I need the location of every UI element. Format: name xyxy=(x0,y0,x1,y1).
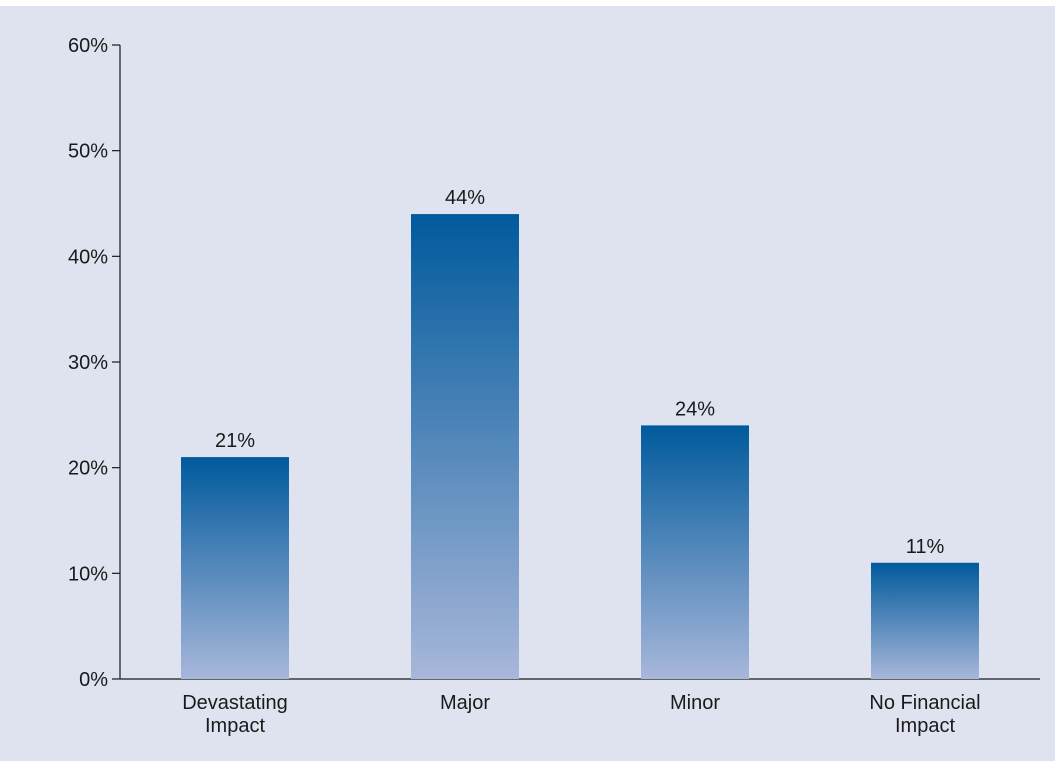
y-tick-label: 40% xyxy=(68,246,108,268)
bar xyxy=(871,562,979,679)
y-tick-label: 60% xyxy=(68,35,108,57)
data-label: 24% xyxy=(675,398,715,420)
data-label: 11% xyxy=(906,536,945,558)
category-label-line: Impact xyxy=(205,715,265,737)
category-label-line: No Financial xyxy=(869,692,980,714)
bar xyxy=(641,425,749,679)
y-tick-label: 0% xyxy=(79,669,108,691)
data-label: 44% xyxy=(445,187,485,209)
category-label: Devastating Impact xyxy=(182,692,288,737)
category-label: Major xyxy=(440,692,490,714)
y-axis: 0% 10% 20% 30% 40% 50% 60% xyxy=(68,35,121,691)
category-label-line: Major xyxy=(440,692,490,714)
category-label-line: Devastating xyxy=(182,692,288,714)
category-label: Minor xyxy=(670,692,720,714)
bar xyxy=(411,214,519,680)
data-labels: 21% 44% 24% 11% xyxy=(215,187,945,558)
bars xyxy=(181,214,979,680)
y-tick-label: 10% xyxy=(68,563,108,585)
y-tick-label: 30% xyxy=(68,352,108,374)
bar xyxy=(181,457,289,679)
category-label: No Financial Impact xyxy=(869,692,980,737)
data-label: 21% xyxy=(215,430,255,452)
y-tick-label: 20% xyxy=(68,458,108,480)
y-tick-label: 50% xyxy=(68,141,108,163)
category-label-line: Minor xyxy=(670,692,720,714)
category-label-line: Impact xyxy=(895,715,955,737)
